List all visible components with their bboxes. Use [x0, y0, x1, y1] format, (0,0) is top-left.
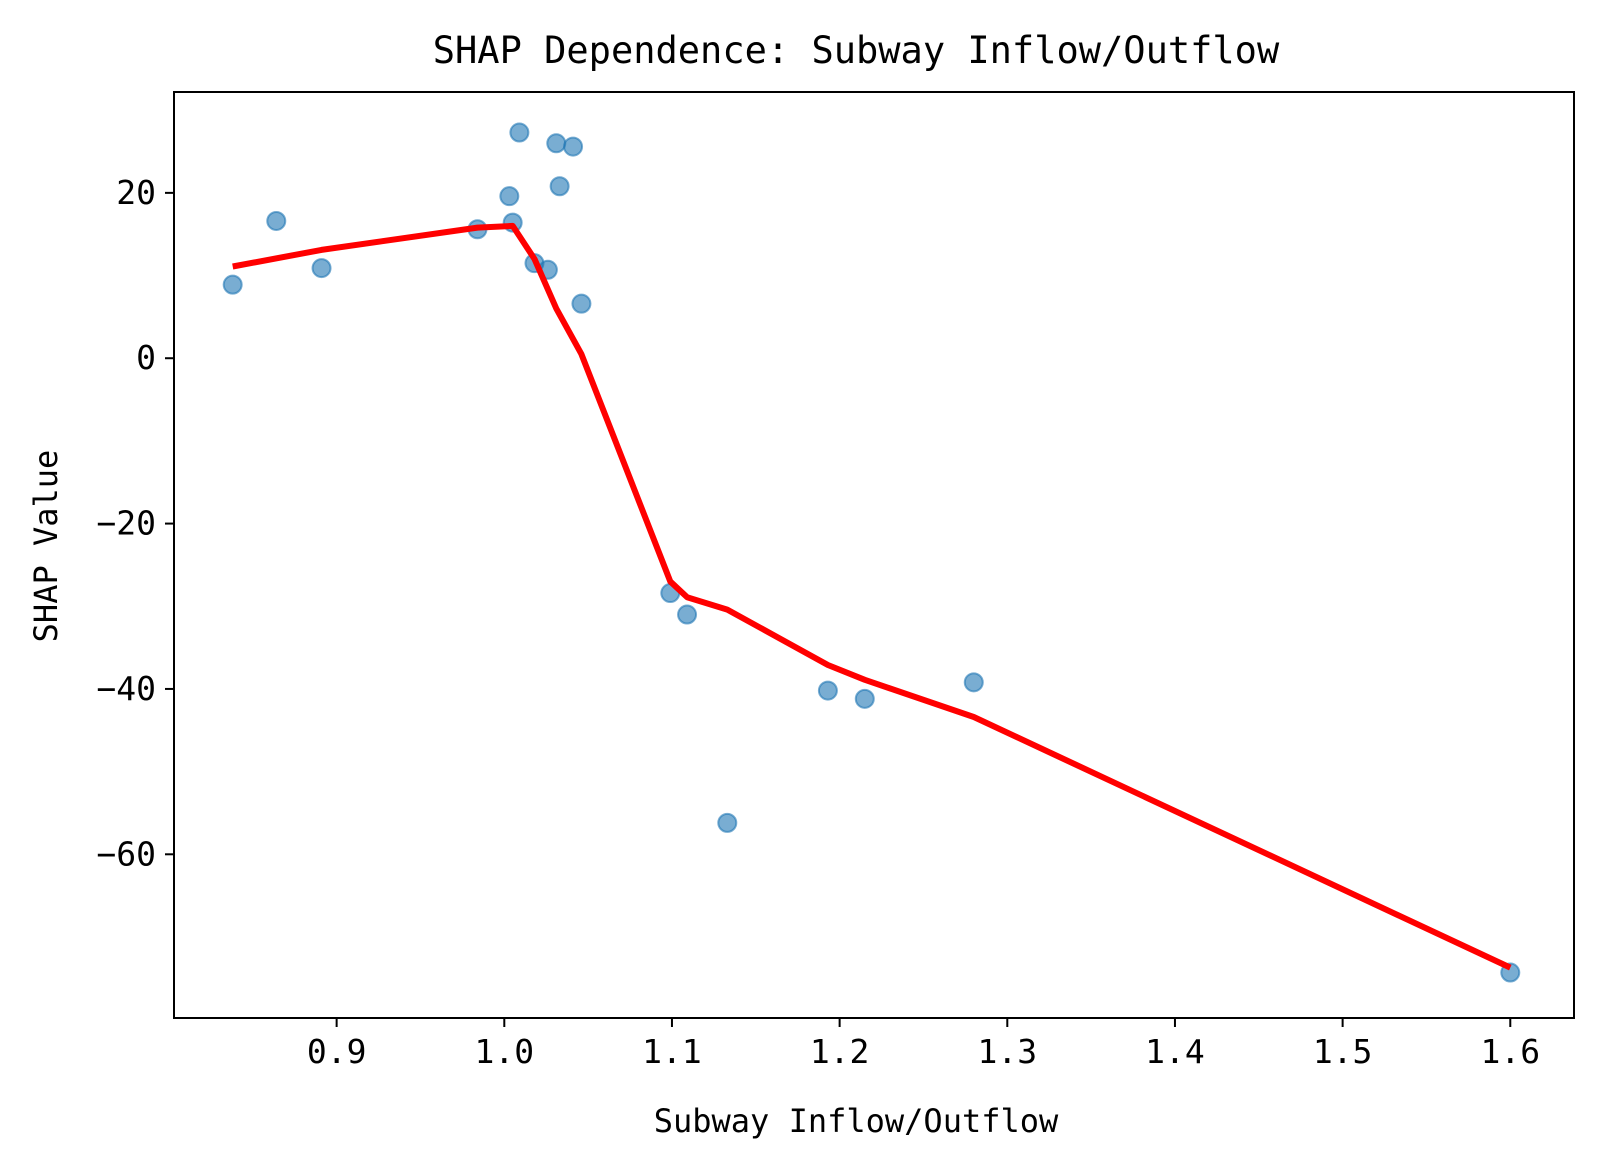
x-axis-label: Subway Inflow/Outflow: [654, 1102, 1059, 1140]
data-point: [311, 258, 332, 279]
x-tick-label: 1.4: [1145, 1032, 1205, 1071]
y-tick-label: −60: [96, 834, 156, 873]
data-point: [563, 136, 584, 157]
data-point: [854, 688, 875, 709]
x-axis-ticks: 0.9 1.0 1.1 1.2 1.3 1.4 1.5 1.6: [307, 1018, 1540, 1071]
y-axis-ticks: 20 0 −20 −40 −60: [96, 173, 174, 873]
y-tick-label: −20: [96, 504, 156, 543]
x-tick-label: 1.5: [1313, 1032, 1373, 1071]
scatter-points: [222, 122, 1521, 983]
trend-line: [232, 222, 1512, 971]
plot-frame: [173, 91, 1575, 1019]
x-tick-label: 1.6: [1480, 1032, 1540, 1071]
data-point: [509, 122, 530, 143]
chart-title: SHAP Dependence: Subway Inflow/Outflow: [433, 29, 1280, 72]
data-point: [717, 812, 738, 833]
data-point: [266, 210, 287, 231]
data-point: [677, 604, 698, 625]
y-tick-label: 0: [136, 338, 156, 377]
x-tick-label: 0.9: [307, 1032, 367, 1071]
x-tick-label: 1.2: [810, 1032, 870, 1071]
data-point: [546, 133, 567, 154]
data-point: [222, 274, 243, 295]
y-axis-label: SHAP Value: [27, 450, 65, 643]
data-point: [571, 293, 592, 314]
trend-line-layer: [232, 222, 1512, 971]
plot-area: [173, 91, 1575, 1019]
data-point: [549, 176, 570, 197]
plot-background: [174, 92, 1574, 1018]
x-tick-label: 1.0: [474, 1032, 534, 1071]
x-tick-label: 1.1: [642, 1032, 702, 1071]
y-tick-label: 20: [116, 173, 156, 212]
data-point: [963, 672, 984, 693]
data-point: [499, 186, 520, 207]
x-tick-label: 1.3: [977, 1032, 1037, 1071]
data-point: [817, 680, 838, 701]
y-tick-label: −40: [96, 669, 156, 708]
